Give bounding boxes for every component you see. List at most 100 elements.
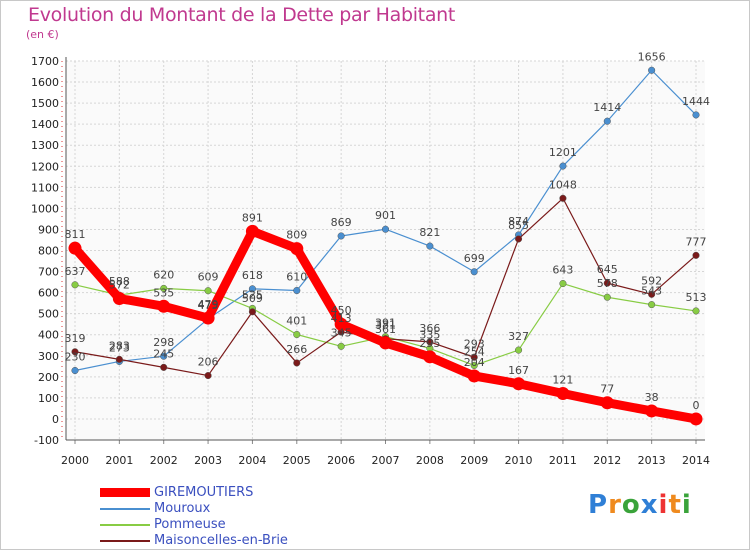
data-point-3 [204, 372, 212, 380]
data-point-3 [559, 194, 567, 202]
y-tick-label: 0 [52, 413, 59, 426]
data-point-1 [248, 285, 256, 293]
data-point-1 [470, 268, 478, 276]
data-label-2: 588 [109, 275, 130, 288]
data-label-3: 592 [641, 274, 662, 287]
y-tick-label: 500 [38, 308, 59, 321]
data-point-1 [71, 366, 79, 375]
data-label-0: 479 [198, 298, 219, 311]
data-point-2 [204, 287, 212, 295]
y-tick-label: 700 [38, 266, 59, 279]
data-label-1: 230 [65, 351, 86, 364]
legend-swatch-pommeuse [100, 524, 150, 526]
data-label-3: 1048 [549, 178, 577, 191]
data-label-3: 319 [65, 332, 86, 345]
legend-label-giremoutiers: GIREMOUTIERS [154, 485, 254, 500]
data-label-0: 204 [464, 356, 485, 369]
data-point-3 [470, 353, 478, 361]
data-label-1: 699 [464, 252, 485, 265]
y-tick-label: 1700 [31, 55, 59, 68]
x-tick-label: 2004 [238, 454, 266, 467]
data-label-1: 298 [153, 336, 174, 349]
x-tick-label: 2002 [150, 454, 178, 467]
data-label-2: 513 [686, 291, 707, 304]
data-label-2: 620 [153, 268, 174, 281]
data-point-2 [603, 293, 611, 301]
data-label-3: 293 [464, 337, 485, 350]
data-point-2 [293, 330, 301, 339]
data-point-0 [467, 369, 481, 383]
data-point-0 [423, 350, 437, 364]
data-label-1: 475 [198, 299, 219, 312]
data-point-1 [337, 232, 345, 240]
data-point-0 [68, 241, 82, 255]
data-label-2: 254 [464, 345, 485, 358]
data-label-1: 1656 [638, 50, 666, 63]
data-point-0 [201, 311, 215, 325]
data-label-2: 578 [597, 277, 618, 290]
data-label-2: 345 [331, 326, 352, 339]
y-tick-label: 1500 [31, 97, 59, 110]
x-tick-label: 2008 [416, 454, 444, 467]
chart-title: Evolution du Montant de la Dette par Hab… [28, 4, 456, 26]
data-label-1: 869 [331, 216, 352, 229]
y-tick-label: 1400 [31, 118, 59, 131]
data-label-2: 643 [552, 264, 573, 277]
data-point-1 [426, 242, 434, 250]
data-label-0: 811 [65, 228, 86, 241]
data-label-3: 645 [597, 263, 618, 276]
data-point-1 [293, 286, 301, 295]
data-label-0: 572 [109, 279, 130, 292]
data-label-0: 450 [331, 304, 352, 317]
x-tick-label: 2014 [682, 454, 710, 467]
data-point-0 [645, 404, 659, 418]
y-tick-label: 1300 [31, 139, 59, 152]
data-point-0 [245, 224, 259, 238]
y-tick-label: 1200 [31, 160, 59, 173]
proxiti-logo: Proxiti [588, 490, 692, 520]
data-point-2 [648, 301, 656, 309]
y-tick-label: 1100 [31, 181, 59, 194]
data-point-3 [293, 359, 301, 367]
data-point-0 [600, 396, 614, 410]
data-label-0: 891 [242, 211, 263, 224]
data-point-3 [115, 355, 123, 363]
y-tick-label: 300 [38, 350, 59, 363]
data-point-0 [689, 412, 703, 426]
data-label-2: 401 [286, 315, 307, 328]
data-label-1: 901 [375, 209, 396, 222]
data-label-3: 777 [686, 235, 707, 248]
data-label-2: 609 [198, 271, 219, 284]
data-label-1: 821 [419, 226, 440, 239]
y-tick-label: 1000 [31, 202, 59, 215]
y-tick-label: 800 [38, 245, 59, 258]
data-point-3 [603, 279, 611, 287]
y-tick-label: -100 [34, 434, 59, 447]
data-label-1: 610 [286, 271, 307, 284]
data-point-2 [160, 284, 168, 292]
data-point-3 [515, 235, 523, 243]
data-point-0 [112, 292, 126, 306]
data-point-0 [290, 242, 304, 256]
data-point-0 [556, 386, 570, 400]
data-label-3: 413 [331, 312, 352, 325]
x-tick-label: 2009 [460, 454, 488, 467]
data-point-2 [515, 346, 523, 354]
data-label-3: 283 [109, 339, 130, 352]
data-point-2 [470, 361, 478, 370]
data-label-0: 121 [552, 373, 573, 386]
data-label-2: 335 [419, 328, 440, 341]
data-label-3: 206 [198, 356, 219, 369]
legend-label-pommeuse: Pommeuse [154, 517, 226, 532]
x-tick-label: 2005 [283, 454, 311, 467]
data-label-1: 1201 [549, 146, 577, 159]
data-point-3 [248, 308, 256, 316]
data-point-0 [157, 299, 171, 313]
x-tick-label: 2013 [638, 454, 666, 467]
x-tick-label: 2007 [372, 454, 400, 467]
data-point-0 [334, 317, 348, 331]
data-label-2: 637 [65, 265, 86, 278]
data-point-2 [337, 342, 345, 350]
data-label-3: 381 [375, 319, 396, 332]
